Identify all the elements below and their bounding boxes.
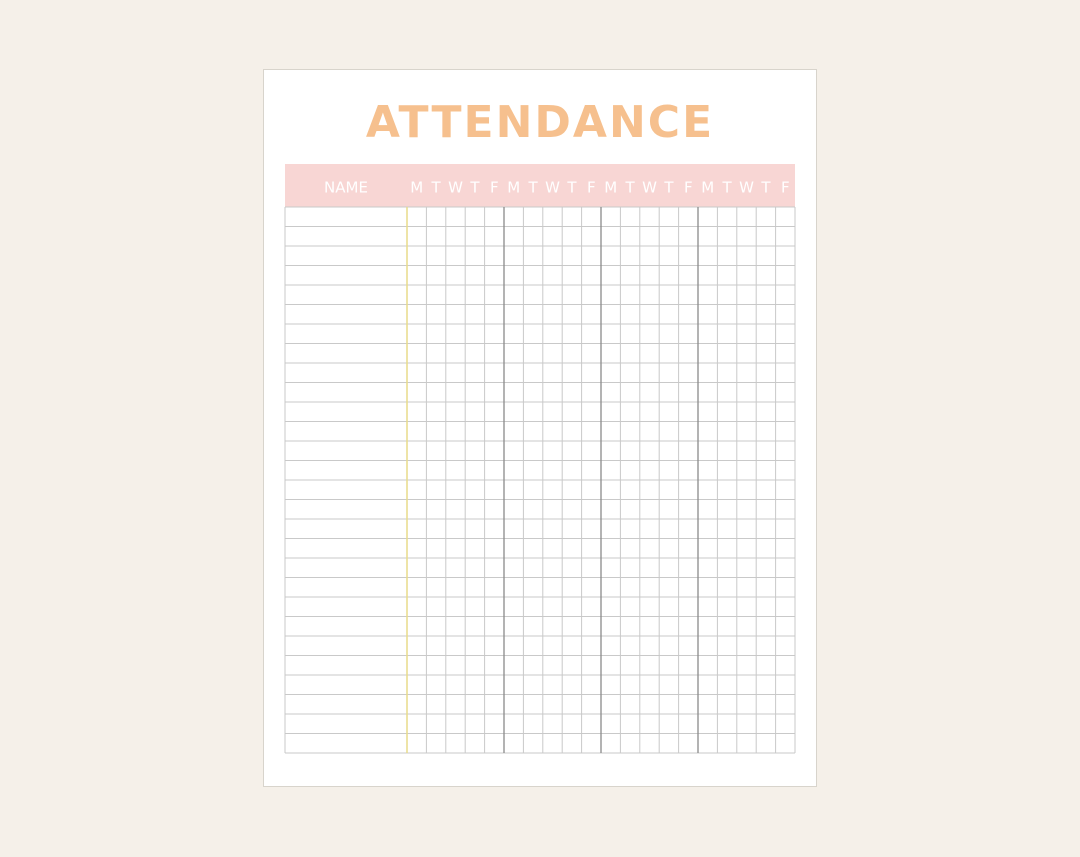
day-header: T bbox=[431, 179, 442, 197]
day-header: T bbox=[663, 179, 674, 197]
day-header: W bbox=[739, 179, 754, 197]
day-header: T bbox=[528, 179, 539, 197]
day-header: M bbox=[701, 179, 714, 197]
day-header: F bbox=[781, 179, 790, 197]
day-header: T bbox=[722, 179, 733, 197]
day-header: M bbox=[604, 179, 617, 197]
title: ATTENDANCE bbox=[366, 97, 714, 148]
day-header: T bbox=[760, 179, 771, 197]
day-header: T bbox=[469, 179, 480, 197]
header-band bbox=[285, 164, 795, 207]
name-header: NAME bbox=[324, 179, 368, 197]
day-header: W bbox=[448, 179, 463, 197]
day-header: M bbox=[507, 179, 520, 197]
day-header: T bbox=[625, 179, 636, 197]
day-header: W bbox=[642, 179, 657, 197]
day-header: F bbox=[490, 179, 499, 197]
day-header: F bbox=[684, 179, 693, 197]
day-header: F bbox=[587, 179, 596, 197]
column-headers: NAME M T W T F M T W T F M T W T F M T W T F bbox=[324, 179, 790, 197]
day-header: T bbox=[566, 179, 577, 197]
attendance-grid bbox=[284, 206, 796, 754]
day-header: M bbox=[410, 179, 423, 197]
day-header: W bbox=[545, 179, 560, 197]
